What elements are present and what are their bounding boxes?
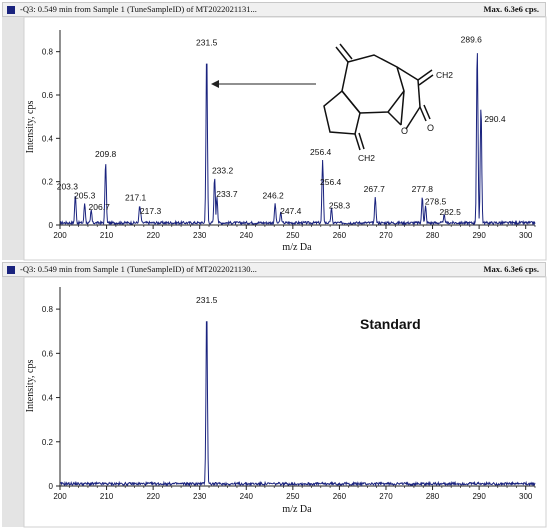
x-tick-label: 230: [193, 492, 207, 501]
peak-label: 205.3: [74, 190, 96, 200]
x-tick-label: 290: [472, 231, 486, 240]
structure-ch2-top: CH2: [436, 70, 453, 80]
top-panel-header: -Q3: 0.549 min from Sample 1 (TuneSample…: [20, 4, 257, 14]
top-spectrum-chart: 200 210 220 230 240 250 260 270 280 290 300 0 0.2 0.4…: [23, 16, 547, 261]
peak-label: 267.7: [364, 184, 386, 194]
top-x-axis-title: m/z Da: [282, 242, 312, 253]
peak-label: 246.2: [263, 190, 285, 200]
peak-label: 258.3: [329, 201, 351, 211]
spectrum-trace: [59, 53, 536, 227]
standard-annotation: Standard: [360, 316, 421, 332]
x-tick-label: 240: [240, 231, 254, 240]
y-tick-label: 0.6: [42, 91, 54, 100]
y-tick-label: 0.8: [42, 48, 54, 57]
peak-label: 289.6: [461, 34, 483, 44]
x-tick-label: 300: [519, 231, 533, 240]
y-tick-label: 0.8: [42, 305, 54, 314]
structure-arrowhead: [211, 80, 219, 88]
top-panel-sidebar: [2, 17, 24, 260]
bottom-spectrum-chart: 200 210 220 230 240 250 260 270 280 290 300 0 0.2 0.4…: [23, 276, 547, 528]
peak-label: 233.2: [212, 165, 234, 175]
y-tick-label: 0.6: [42, 349, 54, 358]
peak-label: 233.7: [216, 189, 238, 199]
y-tick-label: 0: [49, 482, 54, 491]
y-tick-label: 0.4: [42, 134, 54, 143]
peak-label: 231.5: [196, 38, 218, 48]
spectrum-trace: [59, 321, 536, 488]
x-tick-label: 260: [333, 231, 347, 240]
peak-label: 256.4: [320, 177, 342, 187]
top-panel-max: Max. 6.3e6 cps.: [483, 4, 539, 14]
structure-ring-o: O: [401, 126, 408, 136]
window-icon: [7, 6, 15, 14]
top-spectrum-panel: -Q3: 0.549 min from Sample 1 (TuneSample…: [0, 0, 550, 262]
bottom-panel-max: Max. 6.3e6 cps.: [483, 264, 539, 274]
peak-label: 206.7: [89, 202, 111, 212]
peak-label: 277.8: [412, 184, 434, 194]
peak-label: 217.3: [140, 206, 162, 216]
x-tick-label: 270: [379, 492, 393, 501]
x-tick-label: 250: [286, 492, 300, 501]
x-tick-label: 220: [146, 231, 160, 240]
y-tick-label: 0.2: [42, 438, 54, 447]
peak-label: 231.5: [196, 295, 218, 305]
x-tick-label: 300: [519, 492, 533, 501]
x-tick-label: 210: [100, 231, 114, 240]
peak-label: 217.1: [125, 193, 147, 203]
bottom-spectrum-panel: -Q3: 0.549 min from Sample 1 (TuneSample…: [0, 262, 550, 529]
x-tick-label: 280: [426, 492, 440, 501]
y-tick-label: 0.2: [42, 178, 54, 187]
x-tick-label: 280: [426, 231, 440, 240]
peak-label: 247.4: [280, 206, 302, 216]
x-tick-label: 200: [53, 492, 67, 501]
y-tick-label: 0.4: [42, 394, 54, 403]
structure-carbonyl-o: O: [427, 123, 434, 133]
peak-label: 282.5: [440, 207, 462, 217]
x-tick-label: 290: [472, 492, 486, 501]
x-tick-label: 270: [379, 231, 393, 240]
y-tick-label: 0: [49, 221, 54, 230]
x-tick-label: 240: [240, 492, 254, 501]
x-tick-label: 250: [286, 231, 300, 240]
x-tick-label: 210: [100, 492, 114, 501]
peak-label: 209.8: [95, 149, 117, 159]
structure-ch2-bottom: CH2: [358, 153, 375, 163]
molecular-structure: [323, 43, 434, 151]
peak-label: 203.3: [57, 182, 79, 192]
x-tick-label: 200: [53, 231, 67, 240]
bottom-x-axis-title: m/z Da: [282, 504, 312, 515]
window-icon: [7, 266, 15, 274]
peak-label: 278.5: [425, 197, 447, 207]
x-tick-label: 260: [333, 492, 347, 501]
peak-label: 290.4: [484, 114, 506, 124]
top-y-axis-title: Intensity, cps: [25, 101, 36, 154]
bottom-panel-header: -Q3: 0.549 min from Sample 1 (TuneSample…: [20, 264, 257, 274]
x-tick-label: 220: [146, 492, 160, 501]
bottom-y-axis-title: Intensity, cps: [25, 360, 36, 413]
peak-label: 256.4: [310, 147, 332, 157]
bottom-panel-sidebar: [2, 277, 24, 527]
x-tick-label: 230: [193, 231, 207, 240]
